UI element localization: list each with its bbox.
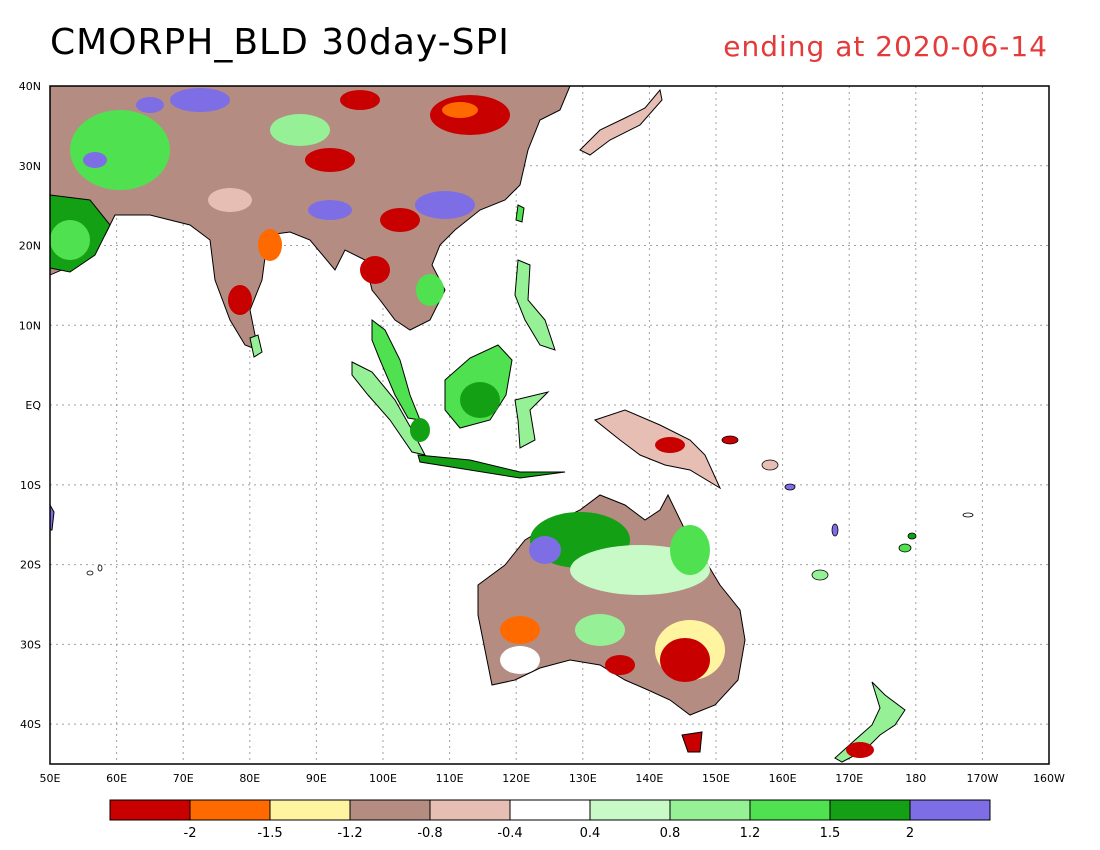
lon-tick-label: 180: [905, 772, 926, 785]
lat-tick-label: 20N: [19, 240, 41, 253]
colorbar-swatch: [189, 799, 271, 821]
colorbar-swatch: [829, 799, 911, 821]
colorbar-swatch: [669, 799, 751, 821]
lat-tick-label: 20S: [20, 559, 41, 572]
colorbar-swatch: [269, 799, 351, 821]
lat-tick-label: 10N: [19, 319, 41, 332]
colorbar-tick-label: 0.4: [580, 826, 601, 841]
lon-tick-label: 160W: [1033, 772, 1065, 785]
map-title: CMORPH_BLD 30day-SPI: [50, 22, 510, 63]
philippines: [514, 259, 556, 351]
sulawesi: [514, 391, 550, 449]
lon-tick-label: 170E: [835, 772, 863, 785]
sumatra: [351, 361, 426, 456]
lon-tick-label: 150E: [702, 772, 730, 785]
lon-tick-label: 100E: [369, 772, 397, 785]
colorbar-tick-label: 1.2: [740, 826, 761, 841]
anomaly-patches: [50, 88, 874, 758]
japan: [579, 88, 663, 156]
colorbar-tick-label: 0.8: [660, 826, 681, 841]
colorbar-tick-label: -1.5: [257, 826, 282, 841]
date-subtitle: ending at 2020-06-14: [723, 30, 1048, 63]
lon-tick-label: 80E: [239, 772, 260, 785]
colorbar-tick-label: 2: [906, 826, 914, 841]
colorbar-labels: -2 -1.5 -1.2 -0.8 -0.4 0.4 0.8 1.2 1.5 2: [184, 826, 915, 841]
land-shading: [50, 86, 974, 763]
lon-tick-label: 60E: [106, 772, 127, 785]
lon-tick-label: 130E: [569, 772, 597, 785]
lon-tick-label: 90E: [306, 772, 327, 785]
lon-tick-label: 50E: [40, 772, 61, 785]
lon-tick-label: 110E: [436, 772, 464, 785]
madagascar: [50, 503, 55, 531]
lon-tick-label: 170W: [966, 772, 998, 785]
colorbar-tick-label: -0.8: [417, 826, 442, 841]
lat-tick-label: 40S: [20, 718, 41, 731]
tasmania: [681, 731, 703, 753]
lat-tick-label: 30N: [19, 160, 41, 173]
lat-tick-label: 30S: [20, 638, 41, 651]
map-frame: [49, 85, 1050, 765]
colorbar-swatch: [429, 799, 511, 821]
colorbar-swatch: [109, 799, 191, 821]
colorbar-tick-label: -0.4: [497, 826, 522, 841]
longitude-labels: 50E 60E 70E 80E 90E 100E 110E 120E 130E 140E 150E 1…: [40, 772, 1066, 785]
colorbar-swatch: [589, 799, 671, 821]
colorbar-swatch: [909, 799, 991, 821]
lat-tick-label: EQ: [25, 399, 41, 412]
lon-tick-label: 120E: [502, 772, 530, 785]
lat-tick-label: 40N: [19, 80, 41, 93]
latitude-labels: 40N 30N 20N 10N EQ 10S 20S 30S 40S: [19, 80, 42, 731]
malay-peninsula: [371, 318, 421, 421]
lon-tick-label: 140E: [635, 772, 663, 785]
colorbar-tick-label: -2: [184, 826, 197, 841]
sri-lanka: [249, 334, 263, 358]
colorbar: [109, 799, 991, 821]
colorbar-tick-label: 1.5: [820, 826, 841, 841]
colorbar-tick-label: -1.2: [337, 826, 362, 841]
lon-tick-label: 160E: [769, 772, 797, 785]
java: [417, 454, 566, 479]
taiwan: [515, 204, 525, 223]
colorbar-swatch: [749, 799, 831, 821]
lat-tick-label: 10S: [20, 479, 41, 492]
colorbar-swatch: [349, 799, 431, 821]
colorbar-swatch: [509, 799, 591, 821]
pacific-islands: [86, 435, 974, 581]
lon-tick-label: 70E: [173, 772, 194, 785]
